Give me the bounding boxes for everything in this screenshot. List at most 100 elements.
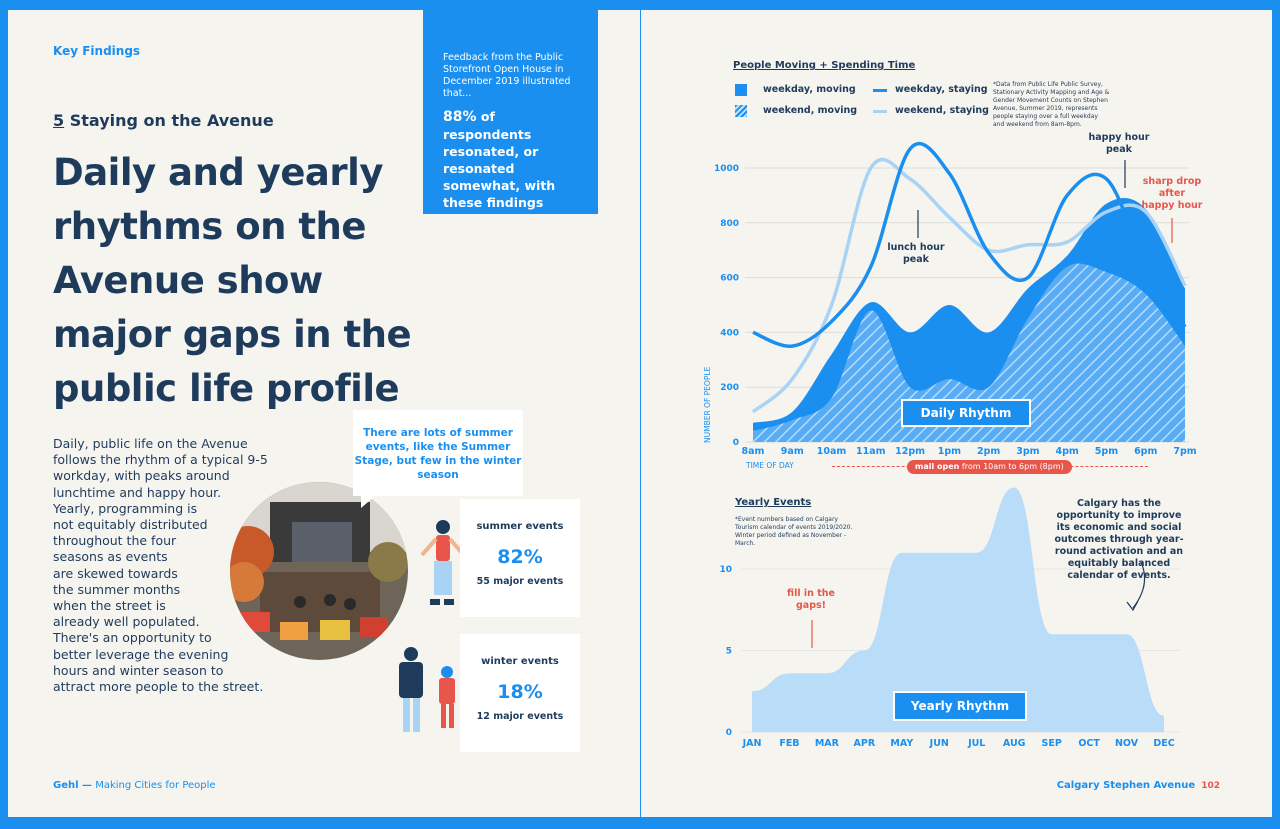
feedback-finding: 88% of respondents resonated, or resonat… [443, 108, 578, 211]
daily-chart-title: People Moving + Spending Time [733, 60, 916, 71]
body-line: already well populated. [53, 614, 200, 630]
body-line: throughout the four [53, 533, 177, 549]
photo-illustration [230, 482, 408, 660]
body-line: Daily, public life on the Avenue [53, 436, 248, 451]
body-line: Yearly, programming is [53, 500, 198, 516]
legend-weekend-staying: weekend, staying [895, 105, 989, 116]
summer-events-count: 55 major events [476, 576, 564, 587]
body-line: are skewed towards [53, 565, 178, 581]
daily-x-tick-label: 11am [856, 446, 886, 457]
daily-y-tick-label: 800 [720, 219, 739, 229]
daily-x-tick-label: 5pm [1095, 446, 1118, 457]
body-line: There's an opportunity to [53, 630, 212, 646]
winter-illustration [399, 647, 455, 732]
body-line: better leverage the evening [53, 646, 229, 662]
legend-swatch-weekday-moving [735, 84, 747, 96]
legend-swatch-weekend-moving [735, 105, 747, 117]
mall-open-hours: from 10am to 6pm (8pm) [961, 462, 1064, 471]
annotation-happy-hour-peak: happy hour peak [1088, 132, 1150, 155]
yearly-x-tick-label: JAN [742, 738, 762, 749]
yearly-rhythm-label: Yearly Rhythm [893, 691, 1027, 721]
yearly-chart: 0 5 10 JAN FEB MAR APR MAY JUN JUL AUG SEP OCT NOV DEC [719, 487, 1181, 749]
body-line: when the street is [53, 598, 166, 614]
winter-events-count: 12 major events [476, 711, 564, 722]
daily-y-tick-label: 400 [720, 328, 739, 338]
daily-x-tick-label: 10am [817, 446, 847, 457]
daily-chart: 0 200 400 600 800 1000 8am 9am 10am 11am 12pm 1pm 2p… [714, 141, 1197, 457]
kicker: Key Findings [53, 44, 141, 58]
annotation-calgary-opportunity: Calgary has the opportunity to improve i… [1054, 498, 1184, 581]
yearly-y-tick-label: 10 [719, 565, 732, 575]
summer-stage-photo [230, 482, 408, 660]
feedback-text: of respondents resonated, or resonated s… [443, 109, 556, 210]
yearly-x-tick-label: NOV [1115, 738, 1139, 749]
daily-x-tick-label: 6pm [1134, 446, 1157, 457]
winter-events-title: winter events [481, 656, 559, 667]
summer-events-card: summer events 82% 55 major events [460, 499, 580, 617]
annotation-sharp-drop: sharp drop after happy hour [1141, 176, 1203, 211]
daily-x-tick-label: 8am [742, 446, 765, 457]
section-title-text: Staying on the Avenue [69, 111, 274, 130]
feedback-intro: Feedback from the Public Storefront Open… [443, 52, 571, 99]
right-page: People Moving + Spending Time weekday, m… [641, 10, 1272, 817]
left-page: Key Findings 5 Staying on the Avenue Dai… [8, 8, 640, 817]
daily-x-tick-label: 1pm [938, 446, 961, 457]
yearly-x-tick-label: FEB [779, 738, 799, 749]
daily-note: *Data from Public Life Public Survey, St… [993, 81, 1110, 128]
daily-x-tick-label: 4pm [1056, 446, 1079, 457]
daily-x-tick-label: 3pm [1016, 446, 1039, 457]
series-weekday-staying-line [752, 141, 1187, 348]
daily-y-tick-label: 200 [720, 383, 739, 393]
daily-x-tick-label: 9am [781, 446, 804, 457]
series-weekend-staying-line [751, 157, 1187, 414]
body-line: follows the rhythm of a typical 9-5 [53, 452, 268, 468]
body-line: not equitably distributed [53, 517, 208, 533]
footer-tagline: Making Cities for People [95, 780, 216, 791]
summer-events-percent: 82% [497, 546, 543, 568]
winter-events-card: winter events 18% 12 major events [460, 634, 580, 752]
daily-x-tick-label: 12pm [895, 446, 925, 457]
body-line: the summer months [53, 581, 181, 597]
yearly-x-tick-label: AUG [1003, 738, 1026, 749]
footer-left: Gehl — Making Cities for People [53, 780, 216, 791]
body-line: hours and winter season to [53, 662, 224, 678]
winter-events-percent: 18% [497, 681, 543, 703]
legend-weekday-staying: weekday, staying [895, 84, 988, 95]
daily-x-tick-label: 2pm [977, 446, 1000, 457]
daily-x-tick-label: 7pm [1173, 446, 1196, 457]
yearly-y-tick-label: 0 [726, 728, 732, 738]
mall-open-bold: mall open [915, 462, 960, 471]
callout-bubble: There are lots of summer events, like th… [353, 410, 523, 508]
yearly-note: *Event numbers based on Calgary Tourism … [735, 516, 853, 547]
daily-y-tick-label: 0 [733, 438, 739, 448]
feedback-box: Feedback from the Public Storefront Open… [423, 8, 598, 214]
page-number: 102 [1201, 781, 1220, 791]
annotation-lunch-peak: lunch hour peak [887, 242, 945, 265]
summer-events-title: summer events [476, 521, 564, 532]
yearly-x-tick-label: JUL [967, 738, 985, 749]
body-line: attract more people to the street. [53, 679, 264, 695]
yearly-x-tick-label: SEP [1041, 738, 1061, 749]
body-line: seasons as events [53, 549, 168, 565]
series-weekend-moving-area [753, 263, 1185, 442]
yearly-x-tick-label: JUN [929, 738, 949, 749]
legend-weekday-moving: weekday, moving [763, 84, 856, 95]
yearly-x-tick-label: MAR [815, 738, 840, 749]
footer-report-name: Calgary Stephen Avenue [1056, 780, 1196, 791]
legend-line-weekend-staying [873, 110, 887, 113]
yearly-events-area [752, 487, 1164, 732]
annotation-fill-gaps: fill in the gaps! [787, 588, 835, 611]
body-text: Daily, public life on the Avenue follows… [53, 436, 268, 695]
yearly-x-tick-label: OCT [1078, 738, 1100, 749]
legend-weekend-moving: weekend, moving [763, 105, 858, 116]
headline: Daily and yearly rhythms on the Avenue s… [53, 151, 412, 410]
yearly-chart-title: Yearly Events [735, 497, 812, 508]
yearly-y-tick-label: 5 [726, 647, 732, 657]
mall-open-pill: mall open from 10am to 6pm (8pm) [907, 460, 1072, 474]
daily-y-tick-label: 600 [720, 274, 739, 284]
legend-line-weekday-staying [873, 89, 887, 92]
yearly-x-tick-label: MAY [890, 738, 913, 749]
section-title: 5 Staying on the Avenue [53, 111, 274, 130]
feedback-percent: 88% [443, 109, 477, 125]
yearly-x-tick-label: APR [854, 738, 876, 749]
